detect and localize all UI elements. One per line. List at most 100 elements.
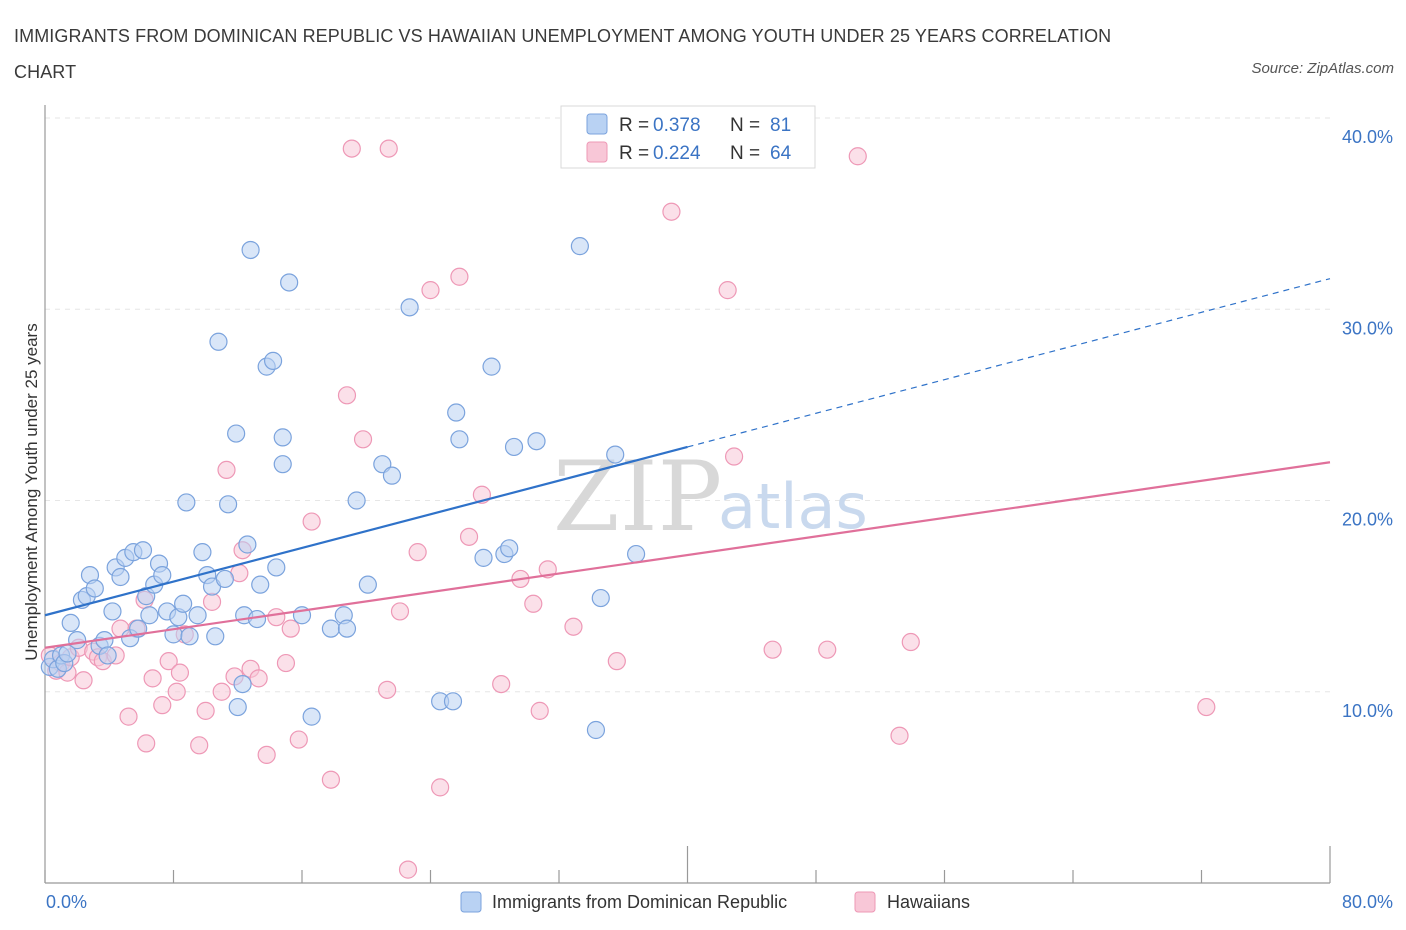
point-dominican bbox=[103, 602, 122, 621]
point-dominican bbox=[227, 424, 246, 443]
point-hawaiian bbox=[159, 652, 178, 671]
point-dominican bbox=[238, 535, 257, 554]
point-hawaiian bbox=[390, 602, 410, 621]
point-dominican bbox=[606, 445, 625, 464]
point-hawaiian bbox=[170, 663, 190, 682]
legend-n-label: N = bbox=[730, 115, 760, 136]
point-hawaiian bbox=[281, 619, 300, 638]
legend-r-label: R = bbox=[619, 143, 649, 164]
point-hawaiian bbox=[901, 632, 920, 652]
point-hawaiian bbox=[450, 267, 469, 286]
point-hawaiian bbox=[167, 682, 186, 701]
point-dominican bbox=[450, 430, 469, 449]
legend-n-value-pink: 64 bbox=[770, 143, 792, 164]
point-hawaiian bbox=[818, 640, 837, 659]
point-hawaiian bbox=[74, 671, 93, 690]
point-hawaiian bbox=[1197, 697, 1216, 717]
point-dominican bbox=[233, 674, 252, 694]
point-dominican bbox=[180, 627, 199, 646]
point-dominican bbox=[263, 351, 283, 370]
point-dominican bbox=[591, 588, 610, 608]
point-hawaiian bbox=[342, 139, 361, 158]
point-hawaiian bbox=[289, 730, 308, 749]
legend-swatch-pink bbox=[586, 141, 608, 163]
point-dominican bbox=[209, 332, 228, 351]
y-tick-labels: 10.0% 20.0% 30.0% 40.0% bbox=[1342, 127, 1393, 721]
series-legend-swatch-pink bbox=[854, 891, 876, 913]
point-hawaiian bbox=[353, 430, 373, 449]
point-hawaiian bbox=[137, 734, 156, 753]
point-hawaiian bbox=[212, 682, 231, 701]
point-hawaiian bbox=[530, 701, 549, 720]
point-dominican bbox=[280, 273, 299, 292]
point-dominican bbox=[215, 569, 234, 589]
trend-line-dominican-extrapolated bbox=[687, 278, 1331, 448]
point-dominican bbox=[206, 627, 225, 646]
y-tick-label: 30.0% bbox=[1342, 318, 1393, 338]
point-dominican bbox=[527, 432, 546, 451]
point-hawaiian bbox=[848, 147, 867, 166]
point-dominican bbox=[98, 646, 117, 665]
point-dominican bbox=[61, 613, 80, 633]
x-tick-label-min: 0.0% bbox=[46, 892, 87, 912]
point-hawaiian bbox=[119, 707, 138, 726]
point-hawaiian bbox=[607, 652, 626, 671]
point-hawaiian bbox=[398, 860, 418, 879]
point-dominican bbox=[382, 466, 402, 485]
point-dominican bbox=[302, 707, 321, 726]
y-tick-label: 40.0% bbox=[1342, 127, 1393, 147]
point-hawaiian bbox=[302, 512, 321, 531]
point-dominican bbox=[273, 455, 292, 474]
point-dominican bbox=[267, 558, 286, 577]
point-dominican bbox=[443, 692, 463, 711]
point-dominican bbox=[626, 544, 646, 564]
point-dominican bbox=[85, 579, 104, 598]
point-hawaiian bbox=[421, 281, 440, 300]
stats-legend: R = 0.378 N = 81 R = 0.224 N = 64 bbox=[560, 105, 816, 169]
legend-n-label: N = bbox=[730, 143, 760, 164]
point-dominican bbox=[133, 541, 153, 560]
point-hawaiian bbox=[153, 696, 172, 715]
data-points bbox=[40, 139, 1216, 879]
point-dominican bbox=[193, 543, 212, 562]
legend-swatch-blue bbox=[586, 113, 608, 135]
point-hawaiian bbox=[524, 594, 543, 613]
point-dominican bbox=[482, 357, 501, 376]
point-hawaiian bbox=[492, 674, 511, 694]
point-hawaiian bbox=[564, 617, 583, 636]
legend-r-value-blue: 0.378 bbox=[653, 115, 701, 136]
trend-lines bbox=[44, 278, 1331, 649]
point-dominican bbox=[474, 548, 493, 567]
point-dominican bbox=[447, 403, 466, 422]
point-hawaiian bbox=[257, 745, 276, 764]
series-legend-label-pink: Hawaiians bbox=[887, 892, 970, 912]
point-dominican bbox=[174, 594, 193, 613]
point-dominican bbox=[347, 491, 366, 510]
point-hawaiian bbox=[459, 527, 479, 546]
point-dominican bbox=[228, 697, 247, 717]
point-hawaiian bbox=[378, 680, 397, 699]
point-hawaiian bbox=[763, 640, 782, 659]
legend-n-value-blue: 81 bbox=[770, 115, 791, 136]
source-label: Source: ZipAtlas.com bbox=[1251, 60, 1394, 77]
gridlines bbox=[45, 117, 1330, 693]
point-hawaiian bbox=[431, 778, 450, 797]
point-hawaiian bbox=[276, 653, 296, 673]
point-hawaiian bbox=[337, 386, 357, 405]
axes bbox=[44, 105, 1331, 884]
series-legend-label-blue: Immigrants from Dominican Republic bbox=[492, 892, 787, 912]
point-dominican bbox=[358, 575, 377, 594]
point-dominican bbox=[273, 428, 292, 447]
point-hawaiian bbox=[379, 139, 398, 158]
point-dominican bbox=[500, 539, 519, 558]
x-tick-labels: 0.0% 80.0% bbox=[46, 892, 1393, 912]
point-hawaiian bbox=[249, 669, 268, 688]
y-tick-label: 20.0% bbox=[1342, 510, 1393, 530]
watermark-atlas: atlas bbox=[718, 470, 868, 543]
series-legend-swatch-blue bbox=[460, 891, 482, 913]
point-dominican bbox=[68, 631, 87, 650]
point-dominican bbox=[251, 575, 270, 594]
y-axis-title: Unemployment Among Youth under 25 years bbox=[22, 323, 41, 660]
trend-line-hawaiian bbox=[44, 461, 1331, 649]
